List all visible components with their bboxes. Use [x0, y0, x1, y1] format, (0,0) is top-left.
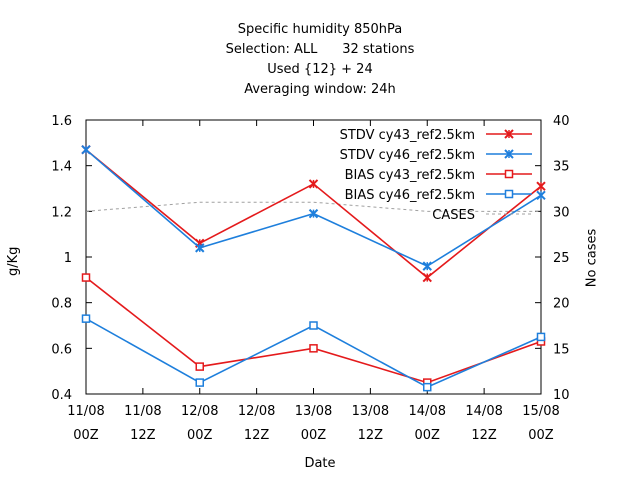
legend-marker [504, 149, 514, 159]
x-tick-label-hour: 12Z [471, 428, 497, 443]
data-point [308, 179, 319, 189]
data-point [81, 144, 91, 155]
data-point [81, 273, 91, 282]
chart-title-line-1: Specific humidity 850hPa [237, 22, 403, 37]
x-tick-label-date: 12/08 [238, 404, 275, 419]
y2-tick-label: 25 [553, 251, 570, 266]
x-tick-label-date: 13/08 [352, 404, 389, 419]
x-tick-label-hour: 12Z [130, 428, 156, 443]
x-tick-label-hour: 00Z [187, 428, 213, 443]
data-point [309, 321, 318, 330]
legend-label: CASES [432, 208, 475, 223]
series-line-4 [85, 201, 541, 212]
data-point [195, 378, 204, 387]
x-tick-label-date: 13/08 [295, 404, 332, 419]
data-point [423, 382, 432, 392]
x-tick-label-date: 15/08 [522, 404, 559, 419]
x-tick-label-hour: 00Z [415, 428, 441, 443]
legend-label: STDV cy46_ref2.5km [340, 148, 475, 163]
y2-tick-label: 15 [553, 342, 570, 357]
legend-label: STDV cy43_ref2.5km [340, 128, 475, 143]
chart-title-line-3: Used {12} + 24 [267, 62, 373, 77]
y-tick-label: 1.6 [51, 114, 72, 129]
x-tick-label-date: 14/08 [409, 404, 446, 419]
chart-title-line-2: Selection: ALL 32 stations [225, 42, 415, 57]
legend-label: BIAS cy46_ref2.5km [345, 188, 475, 203]
data-point [536, 181, 546, 191]
x-tick-label-hour: 12Z [244, 428, 270, 443]
x-tick-label-date: 14/08 [465, 404, 502, 419]
data-point [195, 362, 204, 371]
x-tick-label-hour: 12Z [358, 428, 384, 443]
data-point [422, 272, 432, 283]
data-point [308, 208, 319, 219]
y-tick-label: 1 [64, 251, 72, 266]
x-tick-label-hour: 00Z [301, 428, 327, 443]
x-axis-label: Date [304, 456, 336, 471]
legend-marker [504, 189, 514, 199]
y-tick-label: 0.4 [51, 388, 72, 403]
y2-tick-label: 10 [553, 388, 570, 403]
x-tick-label-date: 11/08 [67, 404, 104, 419]
x-tick-label-date: 11/08 [124, 404, 161, 419]
data-point [81, 314, 91, 323]
y2-tick-label: 40 [553, 114, 570, 129]
data-point [309, 344, 318, 353]
y2-tick-label: 30 [553, 205, 570, 220]
legend-label: BIAS cy43_ref2.5km [345, 168, 475, 183]
legend-marker [504, 129, 514, 139]
data-point [536, 190, 546, 201]
x-tick-label-date: 12/08 [181, 404, 218, 419]
legend-marker [504, 169, 514, 179]
chart-title-line-4: Averaging window: 24h [244, 82, 396, 97]
data-point [422, 261, 432, 271]
y2-tick-label: 35 [553, 160, 570, 175]
y-tick-label: 1.4 [51, 160, 72, 175]
y2-tick-label: 20 [553, 297, 570, 312]
y-tick-label: 0.8 [51, 297, 72, 312]
data-point [195, 243, 205, 253]
y-tick-label: 0.6 [51, 342, 72, 357]
x-tick-label-hour: 00Z [73, 428, 99, 443]
y-tick-label: 1.2 [51, 205, 72, 220]
data-point [536, 332, 546, 342]
x-tick-label-hour: 00Z [528, 428, 554, 443]
